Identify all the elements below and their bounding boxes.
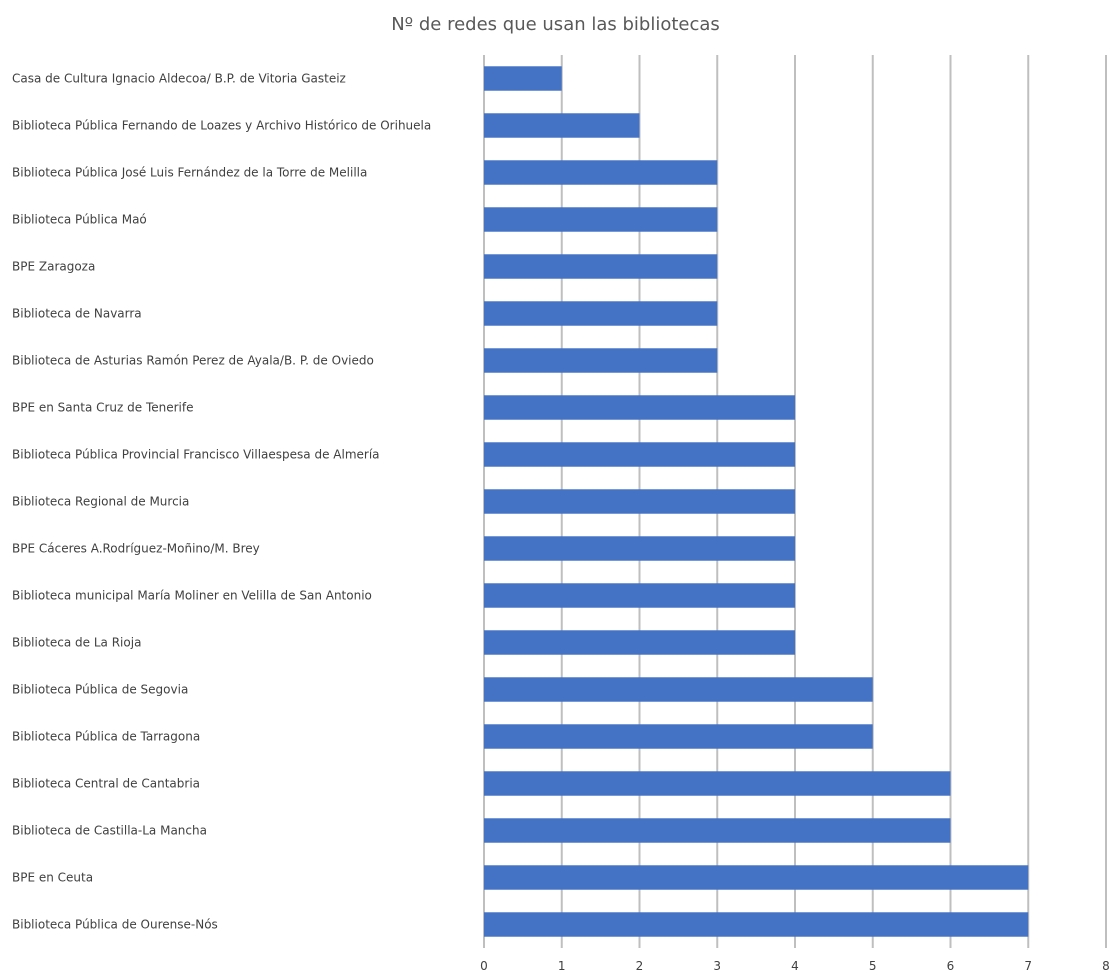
- category-label: Biblioteca Central de Cantabria: [12, 777, 200, 791]
- category-label: Biblioteca de Castilla-La Mancha: [12, 824, 207, 838]
- category-label: BPE en Santa Cruz de Tenerife: [12, 401, 194, 415]
- x-tick-label: 8: [1102, 959, 1110, 973]
- bar: [484, 630, 795, 655]
- category-label: Biblioteca Pública Maó: [12, 213, 147, 227]
- bars: [484, 66, 1029, 937]
- category-label: Biblioteca de Asturias Ramón Perez de Ay…: [12, 354, 374, 368]
- category-labels: Casa de Cultura Ignacio Aldecoa/ B.P. de…: [12, 72, 431, 932]
- category-label: Biblioteca Pública de Segovia: [12, 683, 188, 697]
- bar: [484, 912, 1029, 937]
- x-tick-label: 2: [636, 959, 644, 973]
- category-label: Biblioteca Regional de Murcia: [12, 495, 189, 509]
- x-tick-label: 5: [869, 959, 877, 973]
- bar: [484, 771, 951, 796]
- x-tick-label: 6: [947, 959, 955, 973]
- x-tick-labels: 0 1 2 3 4 5 6 7 8: [480, 959, 1110, 973]
- bar: [484, 66, 562, 91]
- bar: [484, 536, 795, 561]
- bar: [484, 160, 718, 185]
- bar: [484, 489, 795, 514]
- category-label: Biblioteca Pública Fernando de Loazes y …: [12, 119, 431, 133]
- x-tick-label: 7: [1024, 959, 1032, 973]
- bar: [484, 301, 718, 326]
- x-tick-label: 4: [791, 959, 799, 973]
- x-tick-label: 1: [558, 959, 566, 973]
- category-label: Biblioteca municipal María Moliner en Ve…: [12, 589, 372, 603]
- bar: [484, 583, 795, 608]
- bar: [484, 254, 718, 279]
- category-label: BPE Cáceres A.Rodríguez-Moñino/M. Brey: [12, 542, 260, 556]
- x-tick-label: 0: [480, 959, 488, 973]
- x-tick-label: 3: [713, 959, 721, 973]
- bar: [484, 724, 873, 749]
- bar: [484, 395, 795, 420]
- bar: [484, 113, 640, 138]
- category-label: Biblioteca Pública Provincial Francisco …: [12, 448, 380, 462]
- bar: [484, 442, 795, 467]
- category-label: BPE Zaragoza: [12, 260, 95, 274]
- bar: [484, 207, 718, 232]
- chart-title: Nº de redes que usan las bibliotecas: [391, 14, 720, 35]
- category-label: Biblioteca Pública José Luis Fernández d…: [12, 166, 367, 180]
- category-label: Biblioteca de La Rioja: [12, 636, 141, 650]
- bar: [484, 865, 1029, 890]
- bar: [484, 818, 951, 843]
- bar: [484, 348, 718, 373]
- category-label: Biblioteca Pública de Tarragona: [12, 730, 200, 744]
- category-label: Casa de Cultura Ignacio Aldecoa/ B.P. de…: [12, 72, 346, 86]
- category-label: Biblioteca Pública de Ourense-Nós: [12, 918, 218, 932]
- bar: [484, 677, 873, 702]
- category-label: Biblioteca de Navarra: [12, 307, 142, 321]
- category-label: BPE en Ceuta: [12, 871, 93, 885]
